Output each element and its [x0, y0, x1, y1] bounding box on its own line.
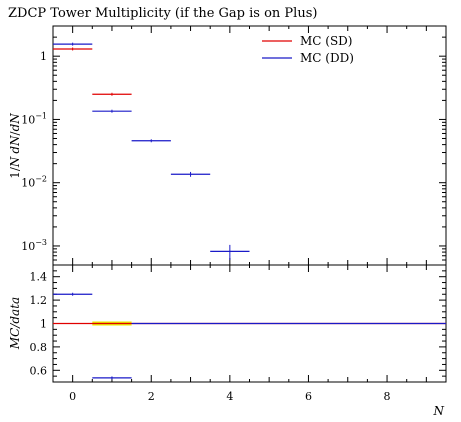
- y-tick-label-ratio: 1.2: [30, 294, 48, 307]
- ratio-ylabel-text: MC/data: [8, 297, 22, 350]
- x-tick-label: 2: [148, 390, 155, 403]
- chart-title: ZDCP Tower Multiplicity (if the Gap is o…: [8, 6, 317, 21]
- x-tick-label: 0: [69, 390, 76, 403]
- x-tick-label: 8: [384, 390, 391, 403]
- x-tick-label: 6: [305, 390, 312, 403]
- main-panel: [52, 25, 447, 266]
- y-tick-label-ratio: 1.4: [30, 271, 48, 284]
- marks: 0 2 4 6 8 1 10−1 10−2 10−3 0.6 0.8 1 1.2 1.4: [21, 25, 446, 403]
- x-axis-label: N: [433, 404, 445, 418]
- y-tick-label-main: 10−3: [21, 238, 47, 253]
- main-frame: [52, 25, 447, 266]
- x-tick-label: 4: [226, 390, 233, 403]
- y-tick-label-main: 1: [40, 50, 47, 63]
- legend-label: MC (DD): [300, 51, 354, 65]
- y-tick-label-ratio: 0.8: [30, 341, 48, 354]
- y-tick-label-ratio: 1: [40, 318, 47, 331]
- legend: MC (SD) MC (DD): [262, 34, 354, 65]
- y-tick-label-main: 10−2: [21, 175, 47, 190]
- y-tick-label-main: 10−1: [21, 111, 47, 126]
- main-ylabel-text: 1/NdN/dN: [8, 113, 22, 179]
- ratio-ylabel: MC/data: [8, 297, 22, 350]
- legend-label: MC (SD): [300, 34, 353, 48]
- main-ylabel: 1/NdN/dN: [8, 113, 22, 179]
- y-tick-label-ratio: 0.6: [30, 364, 48, 377]
